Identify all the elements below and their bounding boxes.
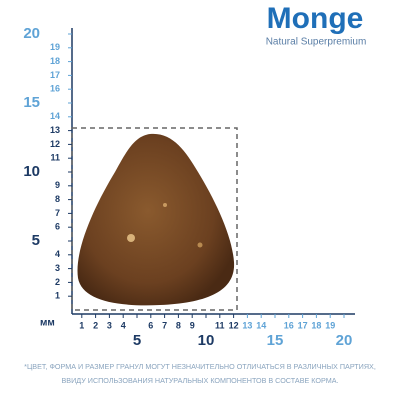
kibble-speck <box>197 242 203 248</box>
y-tick-label: 5 <box>32 232 40 249</box>
x-tick-label: 19 <box>325 320 335 330</box>
x-tick-label: 10 <box>198 332 215 349</box>
x-tick-label: 2 <box>93 320 98 330</box>
x-tick-label: 9 <box>190 320 195 330</box>
x-tick-label: 1 <box>79 320 84 330</box>
tagline: Natural Superpremium <box>266 37 367 48</box>
y-tick-label: 16 <box>50 84 60 94</box>
footer-bg <box>0 352 400 400</box>
x-tick-label: 6 <box>148 320 153 330</box>
x-tick-label: 14 <box>256 320 266 330</box>
kibble <box>77 133 235 306</box>
y-tick-label: 6 <box>55 222 60 232</box>
y-tick-label: 4 <box>55 249 60 259</box>
x-tick-label: 15 <box>267 332 284 349</box>
y-tick-label: 19 <box>50 42 60 52</box>
x-tick-label: 7 <box>162 320 167 330</box>
x-tick-label: 8 <box>176 320 181 330</box>
x-tick-label: 4 <box>121 320 126 330</box>
y-tick-label: 8 <box>55 194 60 204</box>
y-tick-label: 17 <box>50 70 60 80</box>
y-tick-label: 3 <box>55 263 60 273</box>
y-tick-label: 2 <box>55 277 60 287</box>
x-tick-label: 13 <box>242 320 252 330</box>
x-tick-label: 12 <box>229 320 239 330</box>
y-tick-label: 12 <box>50 139 60 149</box>
y-tick-label: 10 <box>23 163 40 180</box>
x-tick-label: 17 <box>298 320 308 330</box>
y-tick-label: 14 <box>50 111 60 121</box>
x-tick-label: 18 <box>311 320 321 330</box>
disclaimer: *ЦВЕТ, ФОРМА И РАЗМЕР ГРАНУЛ МОГУТ НЕЗНА… <box>24 362 376 371</box>
x-tick-label: 16 <box>284 320 294 330</box>
y-tick-label: 20 <box>23 25 40 42</box>
y-tick-label: 15 <box>23 94 40 111</box>
unit-label: мм <box>40 318 55 329</box>
y-tick-label: 18 <box>50 56 60 66</box>
size-box <box>71 127 238 311</box>
y-tick-label: 13 <box>50 125 60 135</box>
kibble-speck <box>163 203 167 207</box>
x-tick-label: 3 <box>107 320 112 330</box>
y-tick-label: 11 <box>50 153 60 163</box>
y-tick-label: 1 <box>55 291 60 301</box>
kibble-speck <box>127 234 135 242</box>
y-tick-label: 7 <box>55 208 60 218</box>
brand: Monge <box>267 2 364 35</box>
y-tick-label: 9 <box>55 180 60 190</box>
x-tick-label: 11 <box>215 320 225 330</box>
x-tick-label: 5 <box>133 332 141 349</box>
disclaimer: ВВИДУ ИСПОЛЬЗОВАНИЯ НАТУРАЛЬНЫХ КОМПОНЕН… <box>62 376 339 385</box>
x-tick-label: 20 <box>336 332 353 349</box>
